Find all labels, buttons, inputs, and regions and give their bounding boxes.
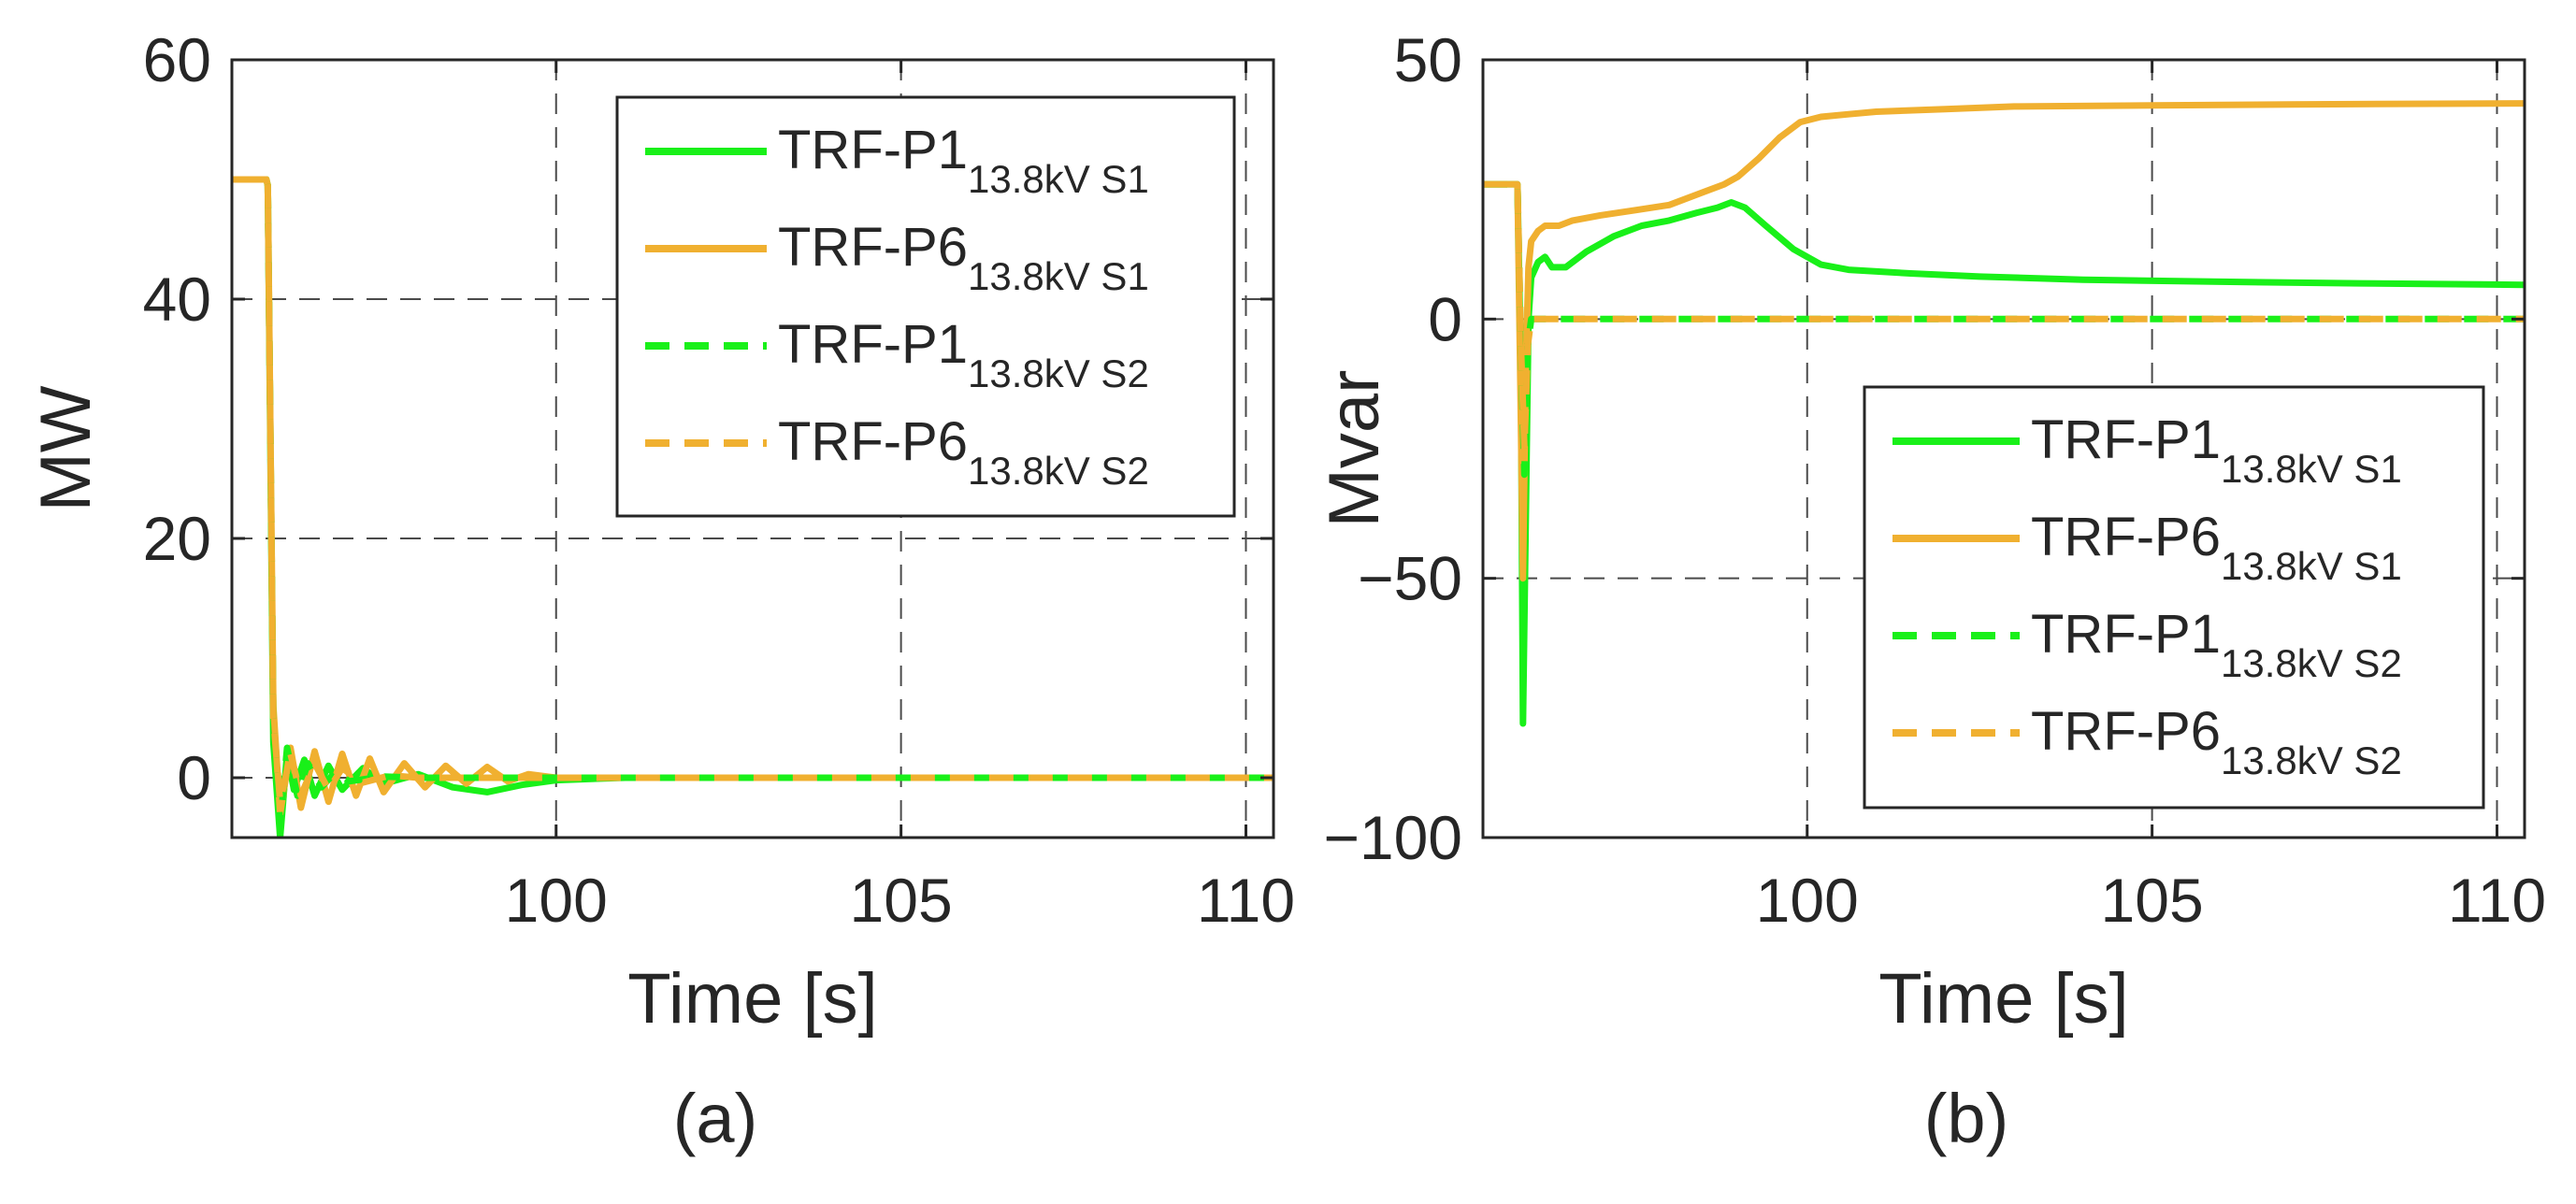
legend-subscript: 13.8kV S1	[968, 254, 1149, 298]
legend-subscript: 13.8kV S1	[2221, 544, 2402, 588]
y-tick-label: 60	[143, 25, 211, 94]
y-tick-label: 0	[1428, 284, 1462, 353]
series-group	[232, 176, 1274, 838]
x-axis-label: Time [s]	[1878, 959, 2128, 1039]
series-line-2	[1483, 100, 2525, 582]
y-tick-label: 20	[143, 504, 211, 573]
x-tick-label: 105	[2101, 866, 2204, 935]
legend-subscript: 13.8kV S2	[2221, 641, 2402, 685]
x-tick-label: 100	[505, 866, 608, 935]
y-tick-label: 0	[177, 743, 211, 812]
panel-caption: (b)	[1924, 1080, 2008, 1157]
chart-panel-b: 100 105 110 −100 −50 0 50 Time [s] Mvar (b) TRF-P1…	[1315, 25, 2546, 1157]
panel-caption: (a)	[673, 1080, 757, 1157]
series-line-4	[232, 176, 1274, 806]
y-tick-label: 50	[1394, 25, 1462, 94]
legend-subscript: 13.8kV S2	[968, 449, 1149, 493]
legend-subscript: 13.8kV S1	[2221, 447, 2402, 491]
legend-subscript: 13.8kV S2	[2221, 738, 2402, 782]
x-tick-label: 110	[1197, 866, 1295, 935]
x-axis-label: Time [s]	[627, 959, 877, 1039]
legend-subscript: 13.8kV S1	[968, 157, 1149, 201]
x-tick-label: 110	[2448, 866, 2546, 935]
axes-box	[230, 58, 1275, 839]
y-axis-label: MW	[26, 385, 106, 511]
y-axis-label: Mvar	[1315, 370, 1394, 528]
axes-box	[1481, 58, 2526, 839]
y-tick-label: −100	[1323, 803, 1462, 872]
legend-box	[615, 95, 1236, 518]
y-tick-label: 40	[143, 265, 211, 334]
series-group	[1483, 100, 2525, 727]
legend-subscript: 13.8kV S2	[968, 351, 1149, 395]
x-tick-label: 100	[1756, 866, 1859, 935]
chart-panel-a: 100 105 110 0 20 40 60 Time [s] MW (a) TRF-P113.8k…	[26, 25, 1295, 1157]
series-line-4	[1483, 180, 2525, 452]
x-tick-label: 105	[850, 866, 953, 935]
y-tick-label: −50	[1358, 544, 1462, 613]
legend-box	[1863, 385, 2485, 810]
